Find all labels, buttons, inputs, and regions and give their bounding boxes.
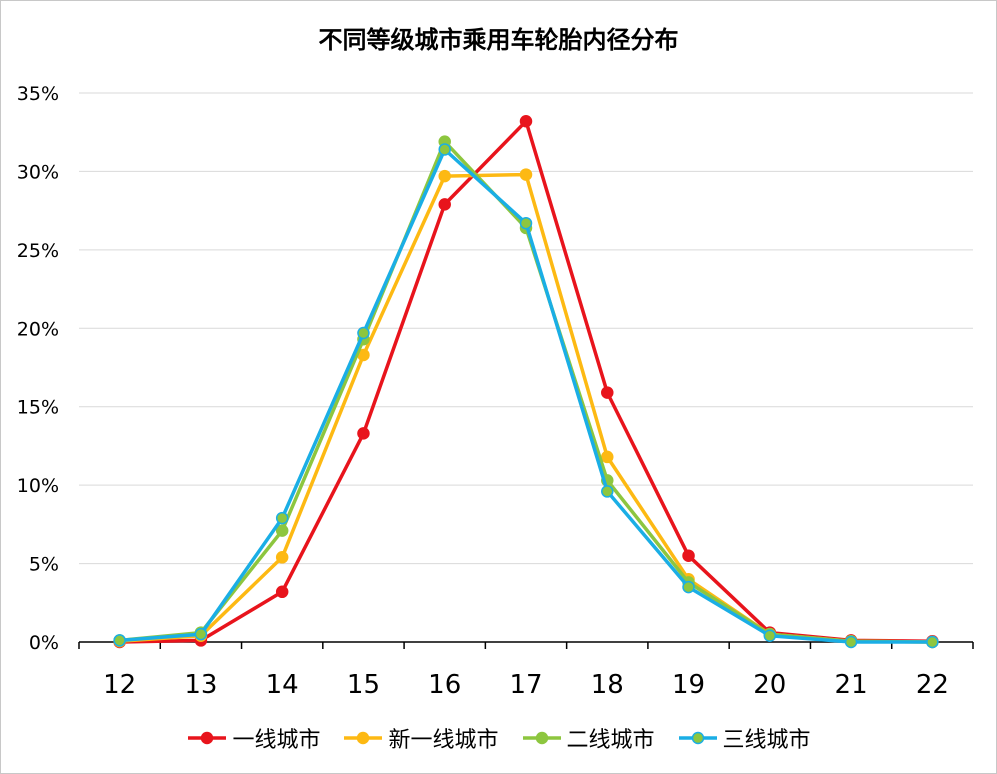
y-tick-label: 30% (17, 161, 59, 183)
x-tick-label: 16 (428, 670, 461, 700)
data-point (682, 580, 695, 594)
data-point (438, 169, 451, 183)
data-point (357, 326, 370, 340)
data-point (275, 511, 289, 525)
y-tick-label: 10% (17, 475, 59, 497)
data-point (519, 216, 533, 230)
x-tick-label: 15 (347, 670, 380, 700)
data-point (763, 629, 777, 642)
legend-label: 二线城市 (566, 728, 655, 753)
data-point (275, 585, 289, 599)
legend-item-2: 新一线城市 (342, 722, 499, 754)
data-point (926, 635, 939, 649)
legend-swatch (522, 731, 561, 745)
data-point (519, 168, 533, 181)
chart-title: 不同等级城市乘用车轮胎内径分布 (318, 26, 679, 54)
y-tick-label: 15% (17, 397, 59, 419)
data-point (844, 635, 858, 649)
legend-item-1: 一线城市 (186, 722, 320, 754)
data-point (682, 549, 695, 562)
legend-swatch (188, 731, 227, 745)
data-point (519, 114, 533, 128)
series-line-3 (119, 139, 933, 644)
y-tick-label: 35% (17, 83, 59, 105)
data-point (601, 450, 614, 464)
legend-swatch (678, 731, 717, 745)
data-point (601, 485, 614, 498)
data-point (194, 627, 208, 641)
data-point (357, 427, 370, 440)
x-tick-label: 13 (184, 670, 217, 700)
x-tick-label: 12 (103, 670, 136, 700)
legend-item-3: 二线城市 (521, 722, 655, 754)
legend-item-4: 三线城市 (677, 722, 811, 754)
x-tick-label: 18 (591, 670, 624, 700)
y-tick-label: 20% (17, 318, 59, 340)
series-line-2 (119, 172, 933, 644)
data-point (601, 386, 614, 399)
data-point (275, 551, 289, 564)
data-point (438, 198, 451, 211)
y-tick-label: 25% (17, 240, 59, 262)
x-tick-label: 20 (753, 670, 786, 700)
legend-label: 三线城市 (722, 728, 811, 753)
x-tick-label: 19 (672, 670, 705, 700)
y-tick-label: 5% (29, 554, 59, 576)
legend-swatch (344, 731, 383, 745)
legend-label: 一线城市 (232, 728, 321, 753)
data-point (438, 143, 451, 156)
x-tick-label: 17 (509, 670, 542, 700)
y-tick-label: 0% (29, 632, 59, 654)
x-tick-label: 22 (916, 670, 949, 700)
data-point (113, 634, 126, 647)
legend: 一线城市 新一线城市 二线城市 三线城市 (0, 718, 997, 758)
x-tick-label: 21 (835, 670, 868, 700)
x-tick-label: 14 (266, 670, 299, 700)
data-point (275, 524, 289, 537)
legend-label: 新一线城市 (388, 728, 499, 753)
